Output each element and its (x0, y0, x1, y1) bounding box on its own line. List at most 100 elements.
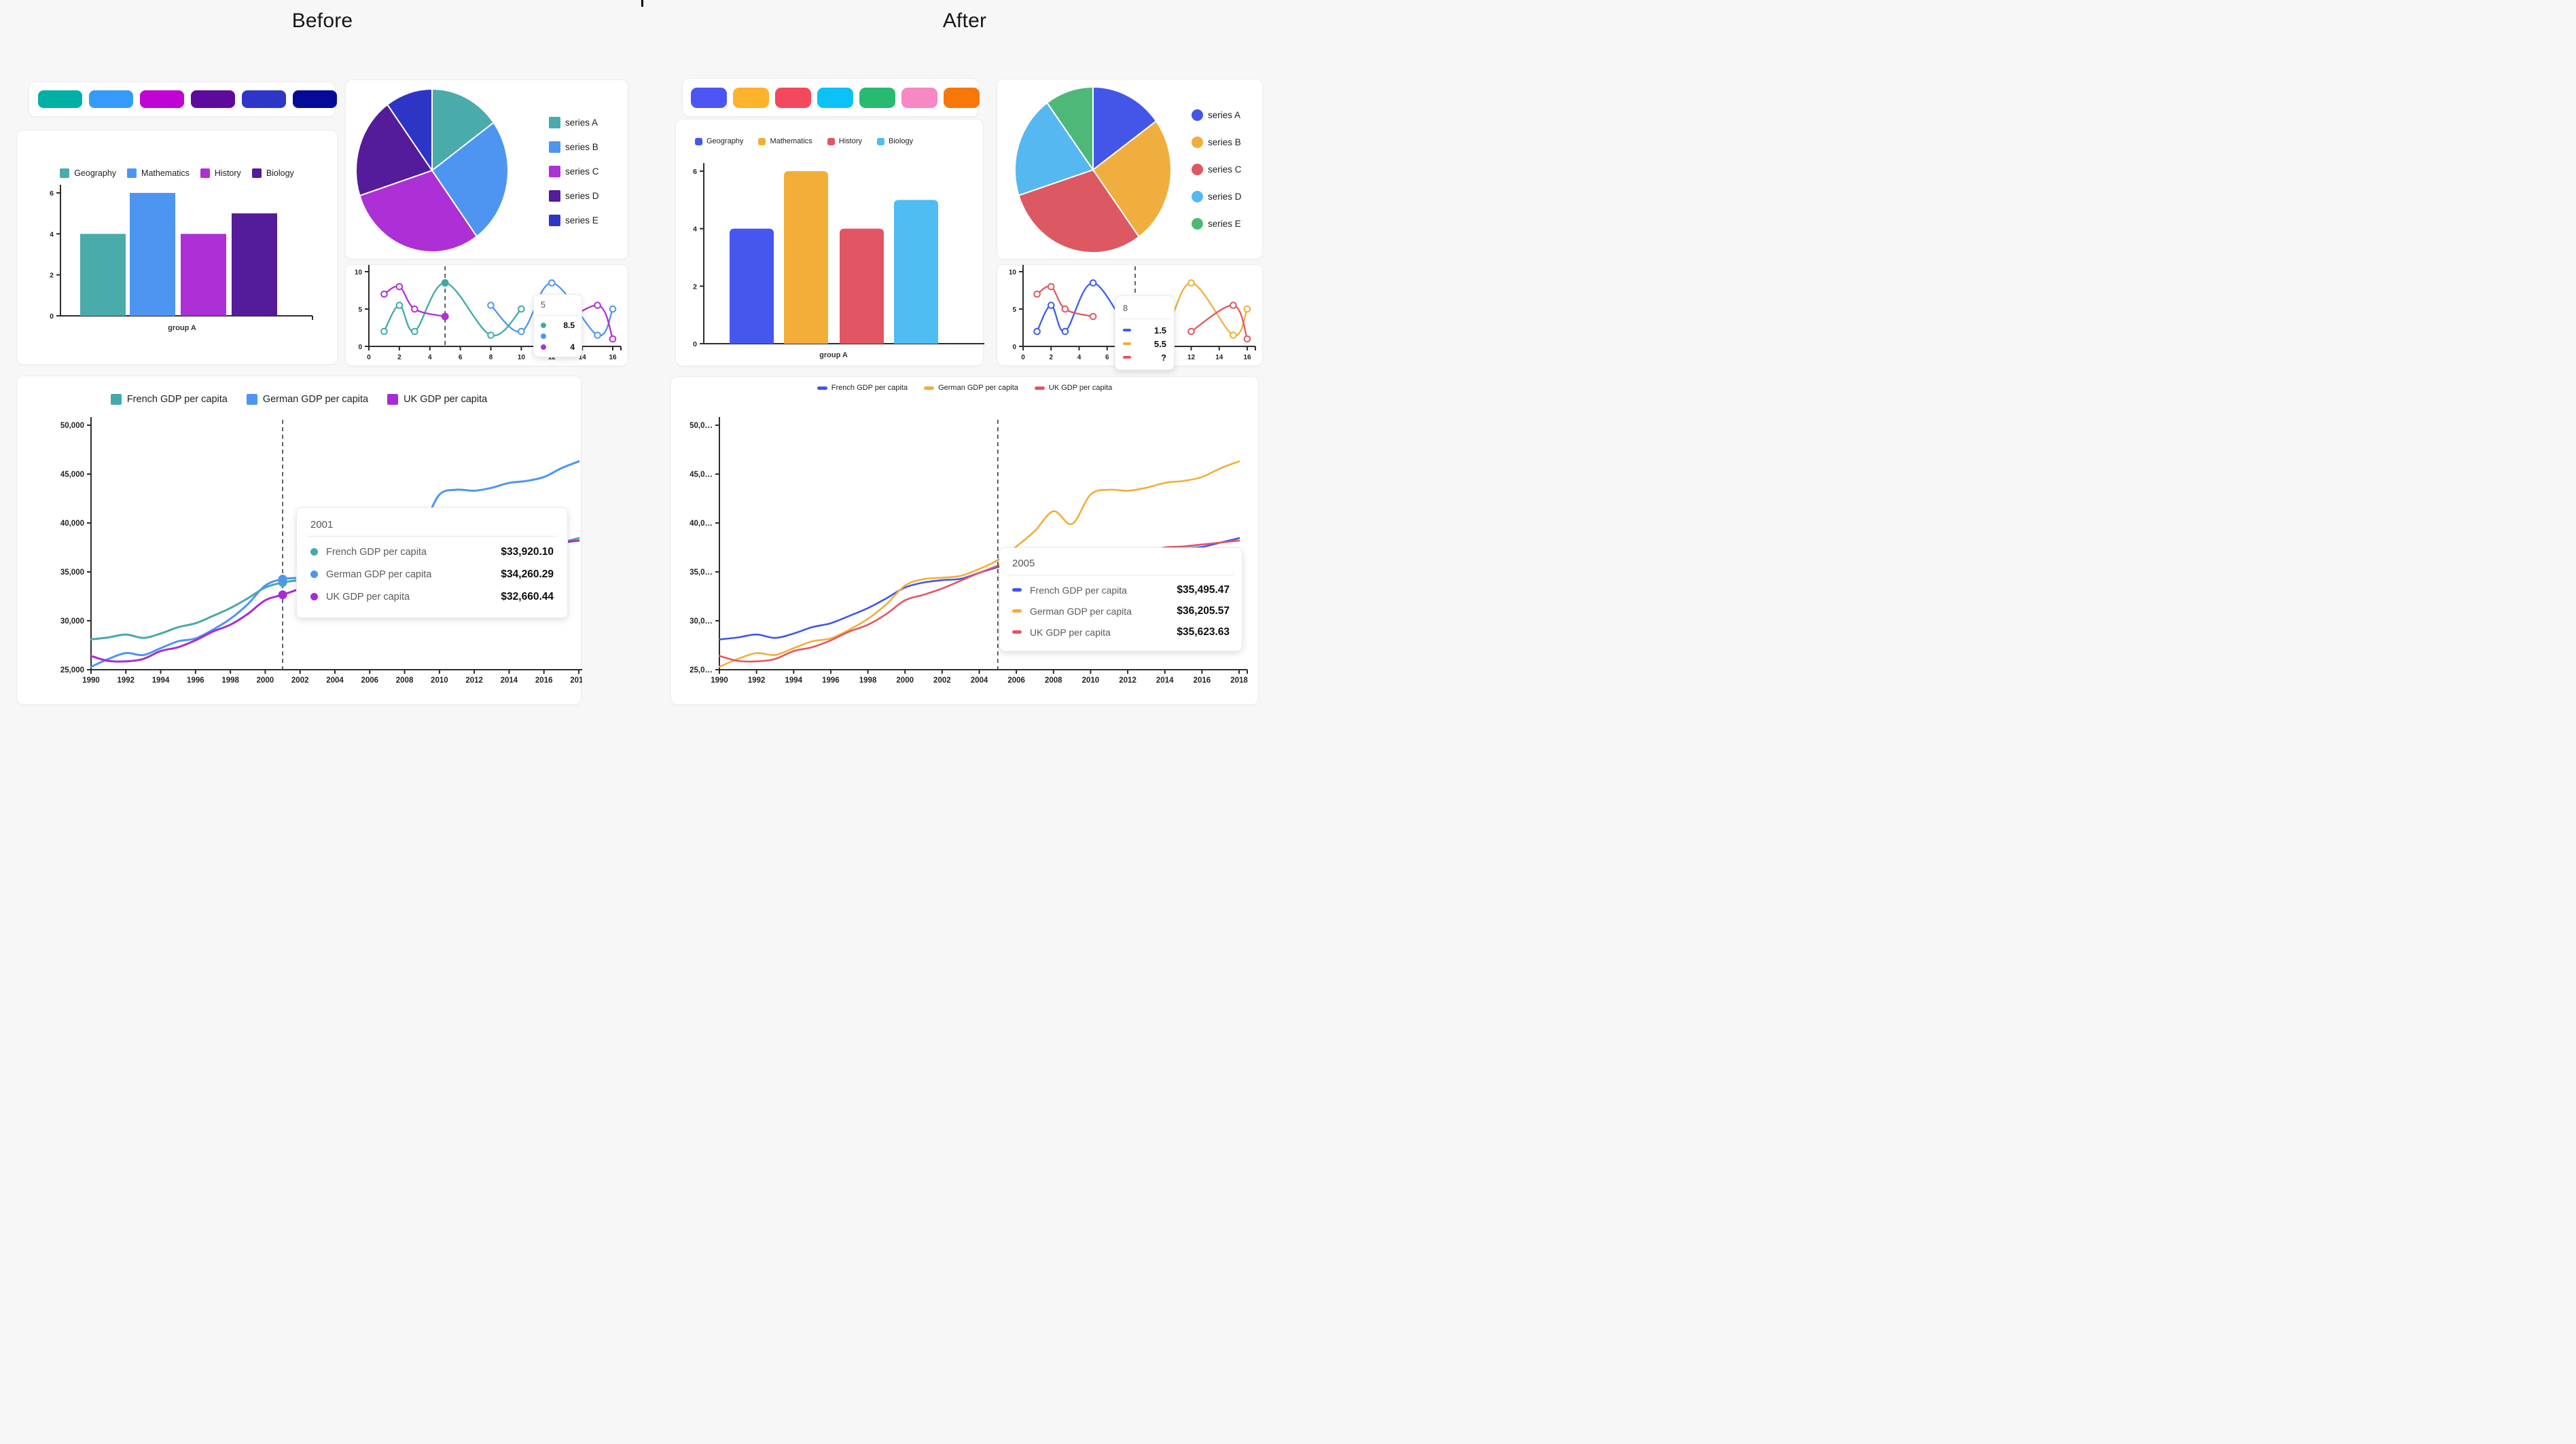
line-series-2[interactable] (383, 285, 446, 318)
legend-item-series-B[interactable]: series B (549, 141, 599, 153)
bar-geography[interactable] (80, 234, 126, 316)
legend-item-series-A[interactable]: series A (549, 117, 599, 128)
data-point[interactable] (609, 335, 617, 343)
palette-swatch[interactable] (38, 90, 82, 108)
legend-item-UK-GDP-per-capita[interactable]: UK GDP per capita (387, 394, 487, 405)
legend-item-Biology[interactable]: Biology (251, 168, 294, 178)
highlighted-data-point[interactable] (441, 312, 449, 321)
data-point[interactable] (487, 331, 495, 339)
legend-item-History[interactable]: History (827, 137, 862, 145)
legend-item-series-C[interactable]: series C (1192, 164, 1242, 175)
line-series-0[interactable] (383, 282, 522, 337)
legend-item-Biology[interactable]: Biology (877, 137, 913, 145)
pie-slice-series-D[interactable] (355, 103, 433, 197)
legend-item-German-GDP-per-capita[interactable]: German GDP per capita (924, 384, 1018, 392)
legend-item-series-E[interactable]: series E (1192, 218, 1242, 230)
pie-slice-series-B[interactable] (1092, 120, 1172, 238)
pie-slice-series-E[interactable] (386, 88, 433, 173)
data-point[interactable] (380, 290, 388, 298)
after-bar-chart[interactable]: 0 2 4 6 group A (676, 120, 984, 367)
data-point[interactable] (548, 279, 556, 287)
highlighted-data-point[interactable] (278, 590, 287, 600)
data-point[interactable] (1089, 312, 1097, 321)
pie-slice-series-C[interactable] (359, 169, 478, 253)
bar-mathematics[interactable] (784, 171, 828, 344)
palette-swatch[interactable] (733, 87, 769, 108)
palette-swatch[interactable] (691, 87, 727, 108)
palette-swatch[interactable] (140, 90, 184, 108)
before-pie-chart[interactable] (346, 80, 629, 260)
data-point[interactable] (609, 305, 617, 313)
before-line-chart[interactable]: 0 5 10 0 2 4 6 8 10 12 14 16 (346, 265, 629, 367)
data-point[interactable] (1230, 331, 1237, 339)
after-gdp-chart[interactable]: 25,0… 30,0… 35,0… 40,0… 45,0… 50,0… 1990 1992 19… (671, 377, 1259, 706)
data-point[interactable] (380, 327, 388, 336)
pie-slice-series-C[interactable] (1018, 168, 1140, 253)
palette-swatch[interactable] (242, 90, 286, 108)
legend-item-History[interactable]: History (200, 168, 241, 178)
highlighted-data-point[interactable] (441, 279, 449, 287)
legend-item-Geography[interactable]: Geography (60, 168, 116, 178)
data-point[interactable] (518, 327, 525, 336)
pie-slice-series-D[interactable] (1014, 101, 1094, 196)
data-point[interactable] (1243, 335, 1251, 343)
data-point[interactable] (1230, 302, 1237, 309)
line-series-2[interactable] (1036, 285, 1094, 318)
legend-item-series-D[interactable]: series D (1192, 191, 1242, 202)
data-point[interactable] (1089, 279, 1097, 287)
data-point[interactable] (1061, 305, 1069, 313)
palette-swatch[interactable] (191, 90, 235, 108)
legend-item-Mathematics[interactable]: Mathematics (127, 168, 190, 178)
legend-item-French-GDP-per-capita[interactable]: French GDP per capita (817, 384, 908, 392)
data-point[interactable] (395, 302, 404, 309)
data-point[interactable] (1187, 279, 1195, 287)
data-point[interactable] (594, 302, 601, 309)
legend-item-Mathematics[interactable]: Mathematics (758, 137, 812, 145)
bar-geography[interactable] (730, 228, 774, 344)
legend-item-series-C[interactable]: series C (549, 166, 599, 177)
data-point[interactable] (1243, 305, 1251, 313)
data-point[interactable] (1061, 327, 1069, 336)
legend-item-German-GDP-per-capita[interactable]: German GDP per capita (246, 394, 368, 405)
pie-slice-series-E[interactable] (1046, 86, 1094, 173)
data-point[interactable] (594, 331, 601, 339)
data-point[interactable] (1047, 283, 1055, 291)
bar-history[interactable] (840, 228, 884, 344)
highlighted-data-point[interactable] (278, 575, 287, 584)
pie-slice-series-A[interactable] (431, 88, 495, 173)
data-point[interactable] (487, 302, 495, 309)
tooltip-series-label: German GDP per capita (326, 568, 432, 580)
bar-mathematics[interactable] (130, 193, 175, 316)
data-point[interactable] (411, 305, 418, 313)
palette-swatch[interactable] (859, 87, 895, 108)
legend-item-Geography[interactable]: Geography (695, 137, 743, 145)
palette-swatch[interactable] (944, 87, 980, 108)
data-point[interactable] (1033, 327, 1041, 336)
data-point[interactable] (1187, 327, 1195, 336)
data-point[interactable] (1047, 302, 1055, 309)
line-series-1[interactable] (718, 461, 1240, 668)
after-pie-chart[interactable] (997, 79, 1264, 260)
legend-item-French-GDP-per-capita[interactable]: French GDP per capita (110, 394, 228, 405)
data-point[interactable] (1033, 290, 1041, 298)
legend-item-series-A[interactable]: series A (1192, 109, 1242, 121)
bar-biology[interactable] (232, 213, 277, 316)
pie-slice-series-A[interactable] (1092, 86, 1158, 172)
palette-swatch[interactable] (817, 87, 853, 108)
before-bar-chart[interactable]: 0 2 4 6 group A (17, 130, 338, 365)
data-point[interactable] (518, 305, 525, 313)
tooltip-value: 5.5 (1153, 338, 1166, 349)
bar-biology[interactable] (894, 200, 938, 344)
legend-item-series-D[interactable]: series D (549, 190, 599, 202)
data-point[interactable] (395, 283, 404, 291)
palette-swatch[interactable] (89, 90, 133, 108)
legend-item-series-B[interactable]: series B (1192, 137, 1242, 148)
data-point[interactable] (411, 327, 418, 336)
legend-item-series-E[interactable]: series E (549, 215, 599, 226)
pie-slice-series-B[interactable] (431, 122, 509, 238)
legend-item-UK-GDP-per-capita[interactable]: UK GDP per capita (1034, 384, 1112, 392)
palette-swatch[interactable] (901, 87, 937, 108)
bar-history[interactable] (181, 234, 226, 316)
palette-swatch[interactable] (775, 87, 811, 108)
palette-swatch[interactable] (293, 90, 337, 108)
